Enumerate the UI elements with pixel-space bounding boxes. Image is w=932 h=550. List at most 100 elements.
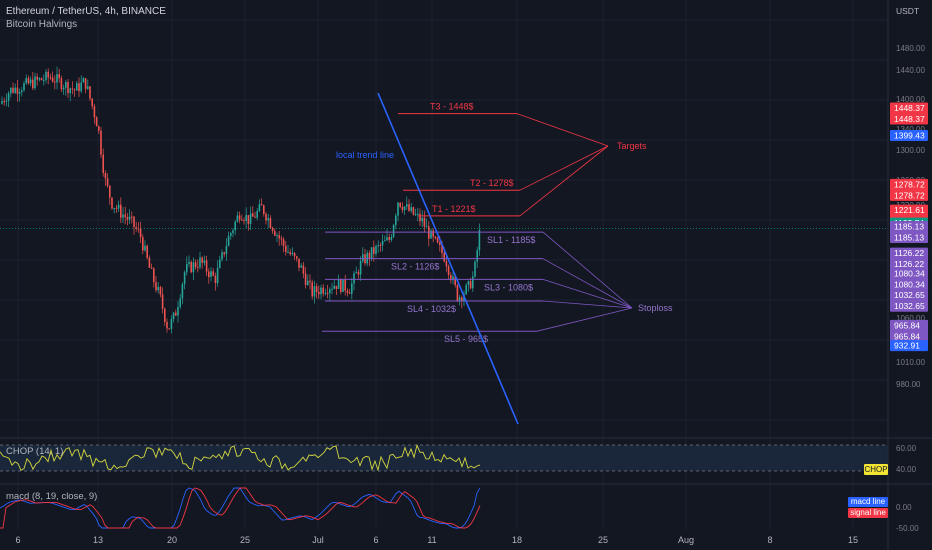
candle-body [238, 215, 241, 220]
candle-body [205, 260, 208, 272]
currency-label: USDT [896, 6, 920, 16]
macd-axis-label: -50.00 [896, 524, 919, 533]
candle-body [423, 217, 426, 227]
price-pill-label: 1032.65 [894, 301, 925, 311]
candle-body [236, 215, 239, 222]
candle-body [386, 237, 388, 241]
candle-body [150, 267, 153, 269]
candle-body [397, 202, 399, 216]
candle-body [287, 251, 289, 253]
stoploss-label: SL2 - 1126$ [391, 262, 439, 272]
candle-body [256, 210, 258, 218]
candle-body [32, 79, 34, 89]
price-pill-label: 1185.13 [894, 233, 924, 243]
candle-body [36, 76, 38, 80]
candle-body [38, 78, 41, 80]
candle-body [223, 252, 225, 255]
stoploss-arrow [542, 258, 633, 309]
candle-body [289, 251, 291, 255]
candle-body [230, 233, 232, 236]
candle-body [137, 228, 140, 230]
candle-body [271, 227, 274, 232]
candle-body [100, 130, 102, 155]
candle-body [384, 240, 386, 242]
time-axis-label: 18 [512, 535, 522, 545]
candle-body [14, 87, 16, 93]
candle-body [381, 241, 384, 246]
target-label: T3 - 1448$ [430, 102, 474, 112]
price-pill-label: 1448.37 [894, 114, 925, 124]
price-pill-label: 932.91 [894, 341, 920, 351]
candle-body [192, 262, 195, 273]
price-axis-label: 1480.00 [896, 44, 925, 53]
candle-body [476, 250, 478, 262]
candle-body [186, 264, 188, 273]
candle-body [102, 154, 104, 174]
candle-body [258, 204, 261, 211]
candle-body [401, 206, 404, 211]
target-label: T2 - 1278$ [470, 178, 514, 188]
candle-body [346, 290, 349, 293]
candle-body [304, 273, 307, 286]
time-axis-label: Aug [678, 535, 694, 545]
candle-body [89, 86, 91, 99]
candle-body [260, 204, 263, 206]
candle-body [153, 268, 155, 283]
time-axis-label: 15 [848, 535, 858, 545]
symbol-title[interactable]: Ethereum / TetherUS, 4h, BINANCE [6, 6, 166, 17]
candle-body [379, 244, 382, 246]
candle-body [274, 231, 276, 236]
trend-line-label: local trend line [336, 150, 394, 160]
candle-body [432, 230, 434, 237]
price-pill [890, 221, 928, 244]
candle-body [216, 267, 219, 283]
candle-body [282, 239, 285, 246]
candle-body [210, 271, 212, 278]
time-axis-label: 20 [167, 535, 177, 545]
stoploss-annotation: Stoploss [638, 303, 673, 313]
candle-body [410, 207, 412, 211]
candle-body [353, 273, 355, 284]
candle-body [298, 258, 300, 268]
candle-body [142, 237, 144, 251]
candle-body [399, 202, 401, 207]
candle-body [73, 89, 76, 91]
candle-body [344, 279, 346, 291]
candle-body [234, 221, 236, 231]
price-pill-label: 1221.61 [894, 205, 925, 215]
stoploss-label: SL1 - 1185$ [487, 235, 535, 245]
candle-body [190, 261, 192, 273]
candle-body [161, 294, 164, 309]
candle-body [478, 229, 481, 251]
candle-body [447, 266, 450, 275]
candle-body [23, 83, 25, 91]
candle-body [465, 284, 467, 294]
price-pill-label: 1032.65 [894, 290, 925, 300]
candle-body [144, 245, 146, 251]
candle-body [71, 88, 74, 90]
candle-body [212, 271, 214, 276]
candle-body [51, 77, 54, 82]
candle-body [388, 237, 390, 240]
candle-body [3, 101, 5, 103]
time-axis-label: 8 [767, 535, 772, 545]
candle-body [300, 265, 302, 268]
candle-body [390, 236, 393, 240]
candle-body [247, 215, 250, 224]
candle-body [232, 230, 234, 234]
time-axis-label: 6 [15, 535, 20, 545]
indicator-label[interactable]: Bitcoin Halvings [6, 19, 78, 30]
price-pill [890, 129, 928, 141]
candle-body [194, 262, 197, 268]
candle-body [320, 287, 322, 295]
stoploss-label: SL4 - 1032$ [407, 304, 456, 314]
chop-pane-label[interactable]: CHOP (14, 1) [6, 446, 64, 457]
macd-pane-label[interactable]: macd (8, 19, close, 9) [6, 491, 98, 502]
candle-body [126, 217, 129, 220]
price-pill [890, 247, 928, 270]
price-axis-label: 1400.00 [896, 95, 925, 104]
candle-body [221, 252, 223, 260]
candle-body [419, 213, 421, 222]
candle-body [106, 178, 109, 186]
